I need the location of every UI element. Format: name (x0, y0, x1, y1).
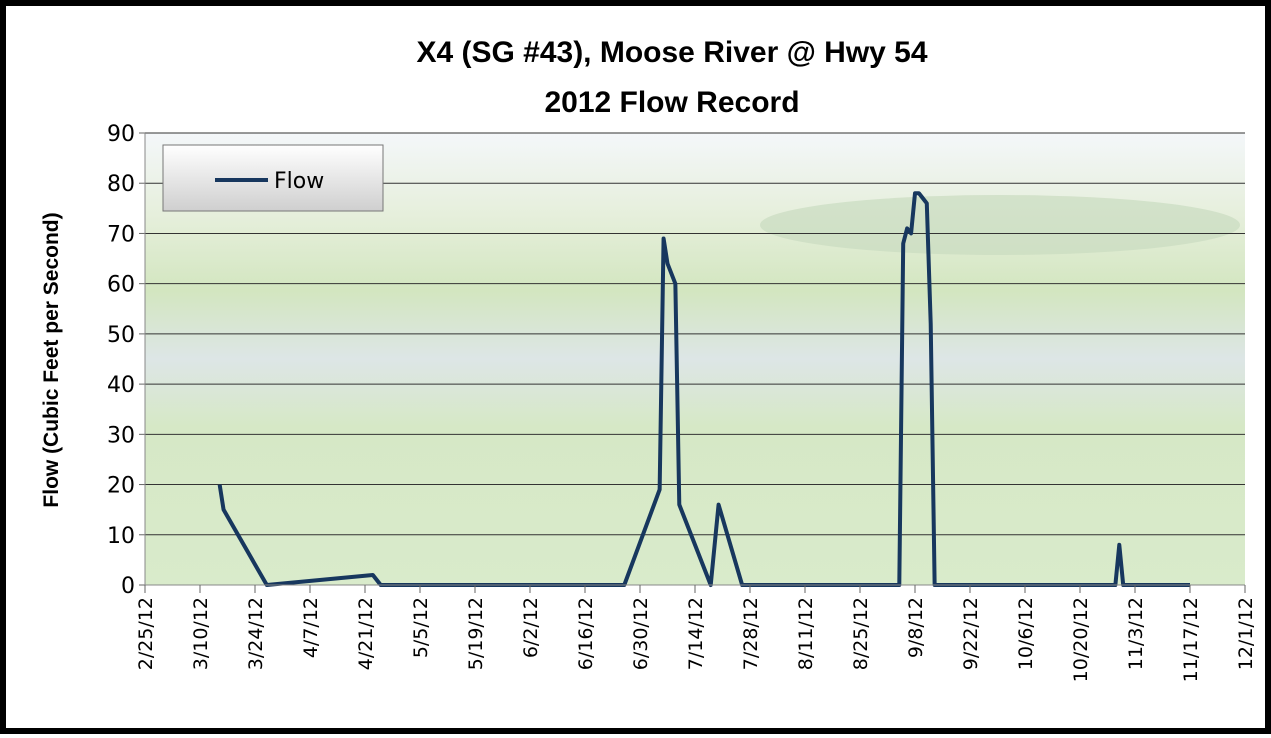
legend: Flow (162, 144, 384, 212)
x-tick-label: 9/8/12 (905, 597, 927, 658)
y-tick-label: 90 (107, 122, 135, 147)
x-tick-label: 11/17/12 (1180, 597, 1202, 682)
x-tick-label: 7/28/12 (740, 597, 762, 670)
legend-box (162, 144, 384, 212)
x-tick-label: 6/16/12 (575, 597, 597, 670)
x-tick-label: 3/24/12 (245, 597, 267, 670)
x-tick-label: 2/25/12 (135, 597, 157, 670)
y-tick-label: 70 (107, 222, 135, 247)
x-tick-label: 10/6/12 (1015, 597, 1037, 670)
background-trees (760, 195, 1240, 255)
y-axis-label: Flow (Cubic Feet per Second) (40, 212, 63, 507)
x-tick-label: 6/2/12 (520, 597, 542, 658)
x-tick-label: 4/7/12 (300, 597, 322, 658)
x-tick-label: 8/25/12 (850, 597, 872, 670)
y-tick-label: 30 (107, 423, 135, 448)
x-tick-label: 3/10/12 (190, 597, 212, 670)
chart-subtitle: 2012 Flow Record (544, 86, 799, 119)
x-tick-label: 6/30/12 (630, 597, 652, 670)
x-tick-label: 4/21/12 (355, 597, 377, 670)
legend-label: Flow (274, 169, 324, 194)
chart-title: X4 (SG #43), Moose River @ Hwy 54 (416, 36, 927, 69)
x-tick-label: 12/1/12 (1235, 597, 1257, 670)
x-tick-label: 8/11/12 (795, 597, 817, 670)
x-tick-label: 9/22/12 (960, 597, 982, 670)
y-tick-label: 20 (107, 474, 135, 499)
x-tick-label: 10/20/12 (1070, 597, 1092, 682)
x-tick-label: 7/14/12 (685, 597, 707, 670)
y-tick-label: 10 (107, 524, 135, 549)
y-tick-label: 50 (107, 323, 135, 348)
x-tick-label: 5/5/12 (410, 597, 432, 658)
x-tick-label: 11/3/12 (1125, 597, 1147, 670)
y-tick-label: 40 (107, 373, 135, 398)
y-tick-label: 0 (121, 574, 135, 599)
y-tick-label: 80 (107, 172, 135, 197)
y-tick-label: 60 (107, 273, 135, 298)
x-tick-label: 5/19/12 (465, 597, 487, 670)
